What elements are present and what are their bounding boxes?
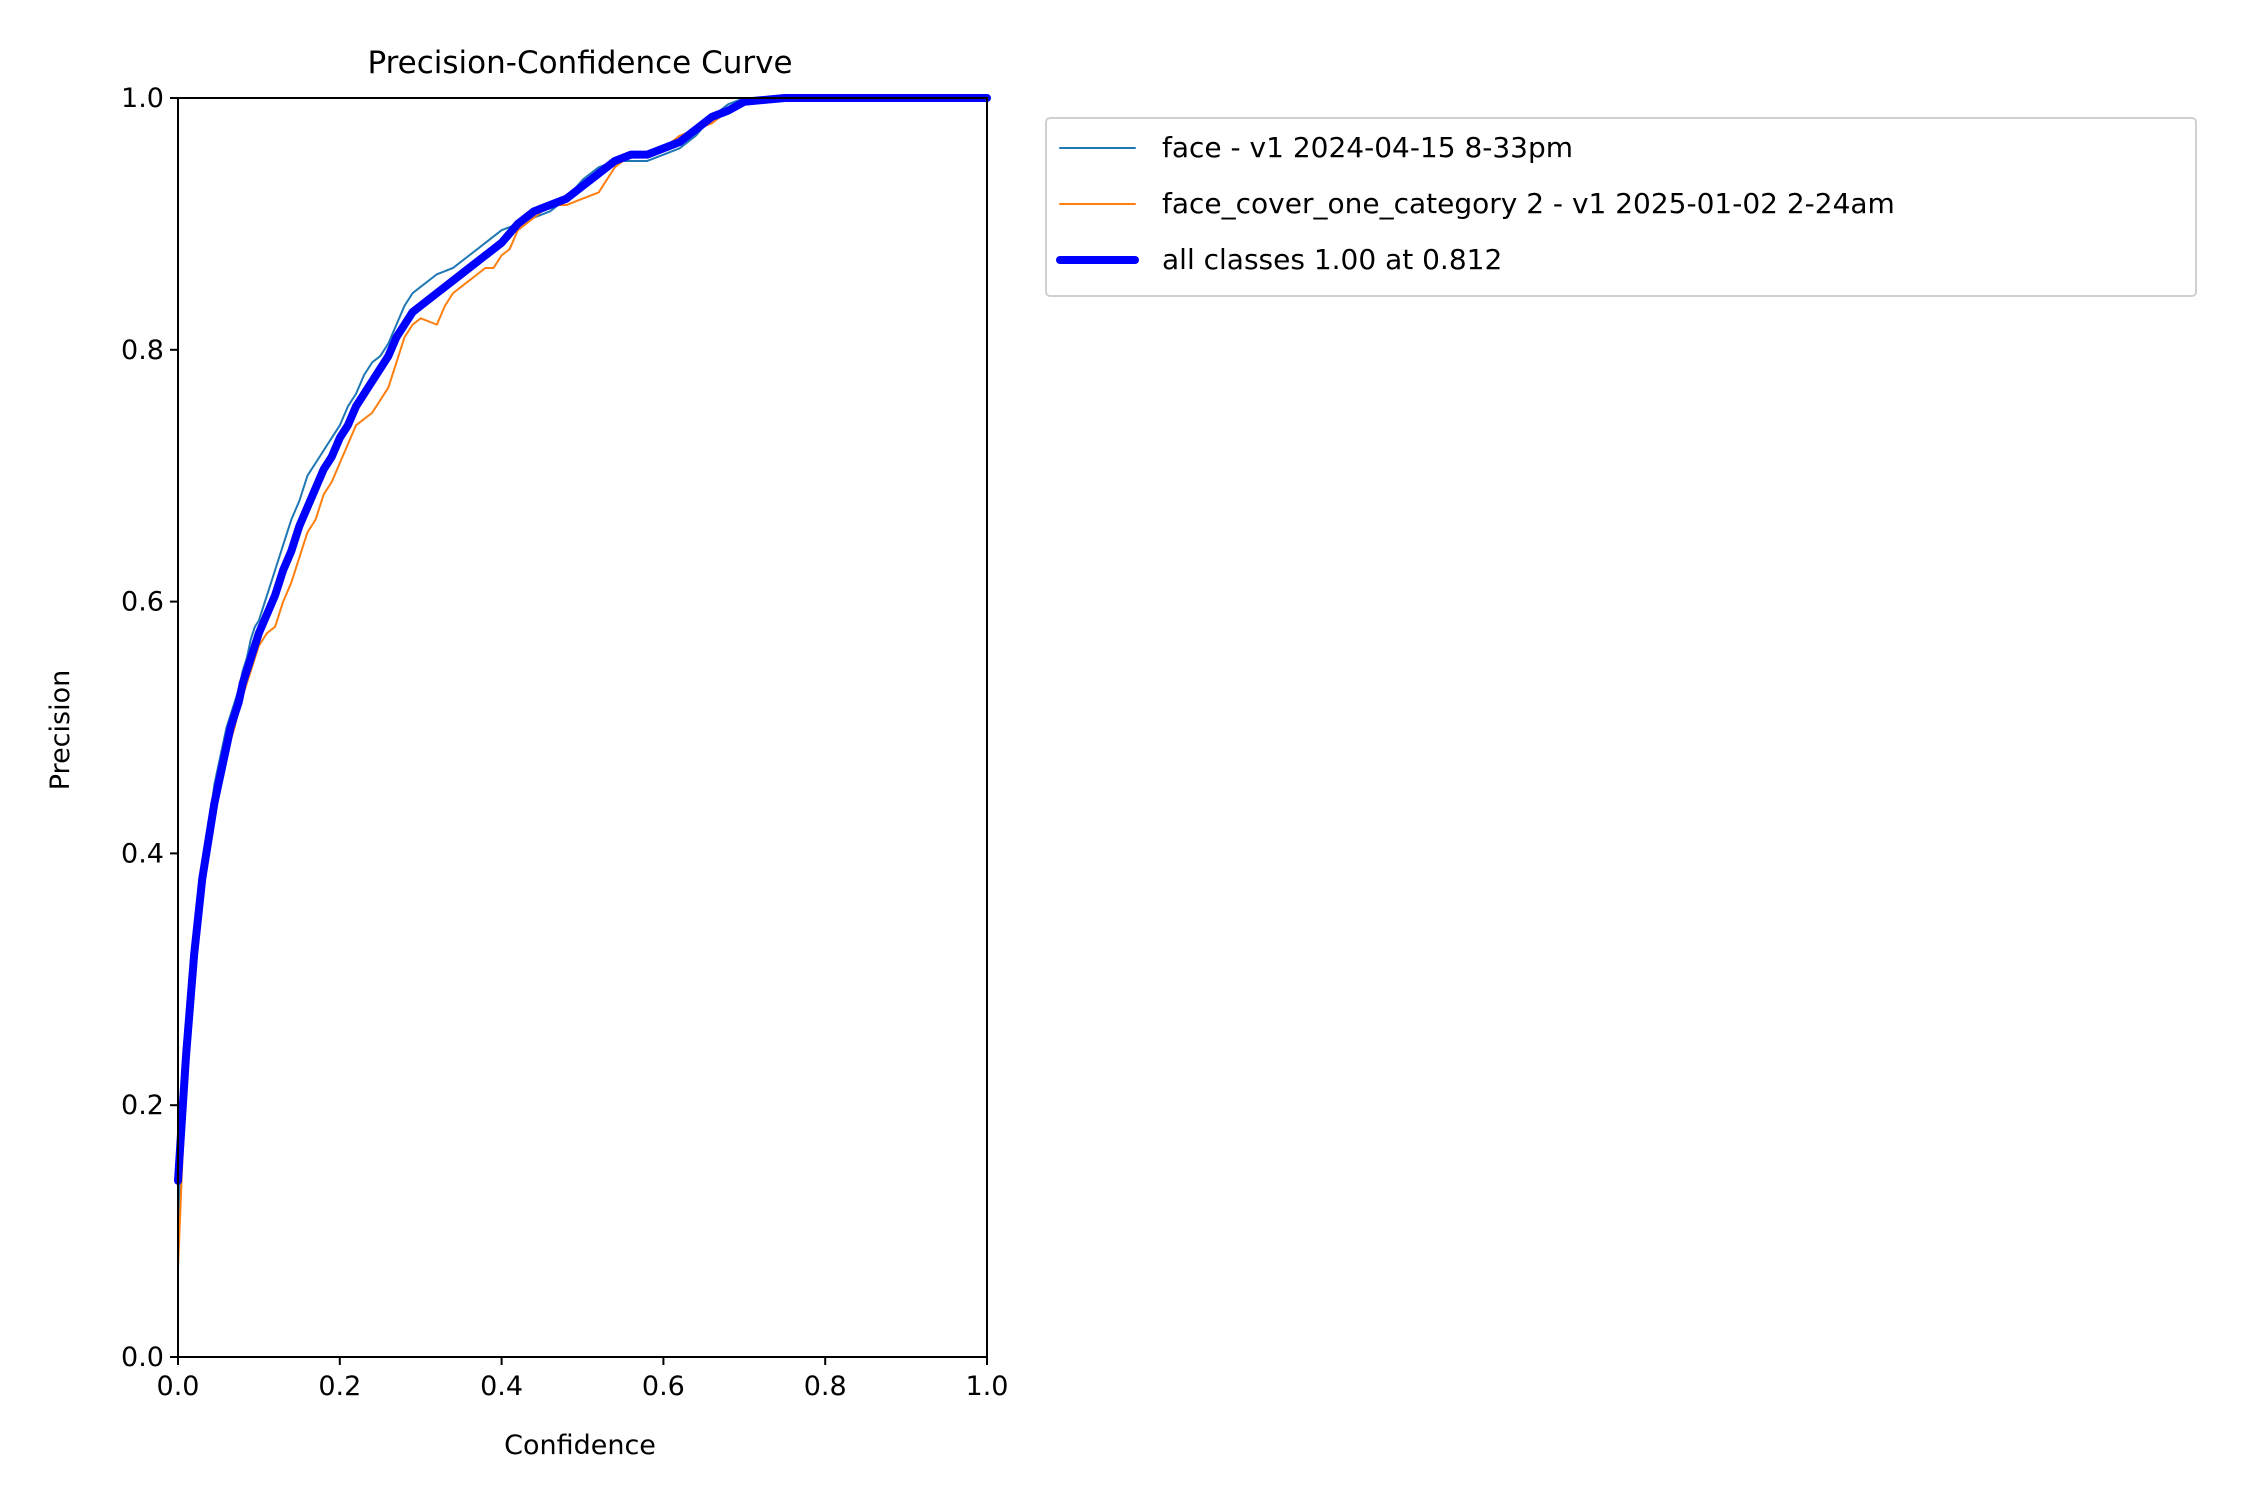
plot-layer [174, 94, 991, 1358]
y-tick-label-4: 0.6 [121, 587, 164, 618]
x-tick-label-1: 0.0 [157, 1371, 200, 1402]
legend-box [1045, 117, 2197, 297]
x-tick-label-3: 0.4 [480, 1371, 523, 1402]
y-tick-label-2: 0.2 [121, 1090, 164, 1121]
x-tick-label-6: 1.0 [966, 1371, 1009, 1402]
legend-layer: face - v1 2024-04-15 8-33pm face_cover_on… [1045, 117, 2197, 297]
x-tick-label-2: 0.2 [318, 1371, 361, 1402]
y-tick-label-6: 1.0 [121, 83, 164, 114]
legend-label-3: all classes 1.00 at 0.812 [1162, 243, 1502, 276]
legend-label-1: face - v1 2024-04-15 8-33pm [1162, 131, 1573, 164]
chart-title: Precision-Confidence Curve [367, 45, 792, 81]
plot-frame [177, 97, 988, 1358]
x-tick-label-4: 0.6 [642, 1371, 685, 1402]
x-axis-label: Confidence [504, 1430, 656, 1461]
y-tick-label-3: 0.4 [121, 838, 164, 869]
y-tick-label-5: 0.8 [121, 335, 164, 366]
tick-layer: 0.0 0.2 0.4 0.6 0.8 1.0 0.0 0.2 0.4 0.6 0.8 1.0 [121, 83, 1008, 1402]
y-tick-label-1: 0.0 [121, 1342, 164, 1373]
x-tick-label-5: 0.8 [804, 1371, 847, 1402]
legend-label-2: face_cover_one_category 2 - v1 2025-01-0… [1162, 187, 1895, 220]
y-axis-label: Precision [45, 670, 76, 790]
series-line-3 [174, 94, 991, 1185]
